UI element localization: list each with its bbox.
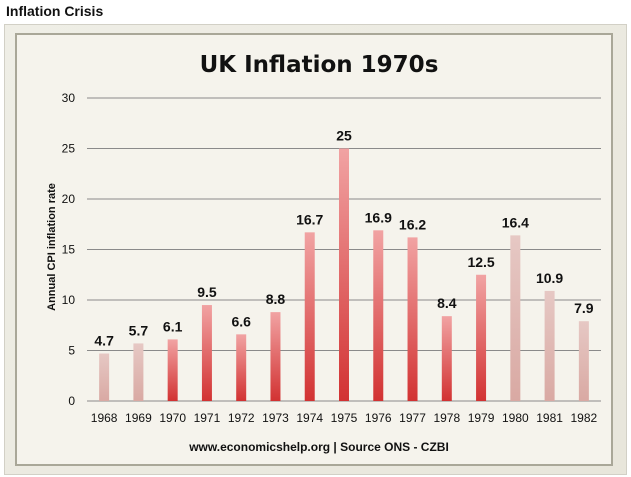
data-label-1982: 7.9 [574, 300, 594, 316]
y-axis-label: Annual CPI inflation rate [46, 183, 58, 311]
x-tick-label-1978: 1978 [433, 411, 460, 425]
y-tick-label: 25 [62, 142, 76, 156]
data-label-1975: 25 [336, 128, 352, 144]
bar-1968 [99, 353, 110, 401]
bar-1970 [167, 339, 178, 401]
x-tick-label-1981: 1981 [536, 411, 563, 425]
data-label-1981: 10.9 [536, 270, 563, 286]
x-tick-label-1973: 1973 [262, 411, 289, 425]
data-label-1972: 6.6 [231, 313, 251, 329]
bar-1972 [236, 334, 247, 401]
x-tick-label-1974: 1974 [296, 411, 323, 425]
data-label-1969: 5.7 [129, 322, 149, 338]
y-tick-label: 20 [62, 192, 76, 206]
x-tick-label-1971: 1971 [194, 411, 221, 425]
bar-1969 [133, 343, 144, 401]
y-tick-label: 0 [68, 394, 75, 408]
y-tick-label: 30 [62, 91, 76, 105]
x-tick-label-1968: 1968 [91, 411, 118, 425]
data-label-1979: 12.5 [467, 254, 494, 270]
x-tick-label-1980: 1980 [502, 411, 529, 425]
bar-1975 [339, 148, 349, 401]
bar-1979 [476, 274, 487, 401]
y-tick-label: 15 [62, 243, 76, 257]
data-label-1971: 9.5 [197, 284, 217, 300]
bar-1980 [510, 235, 521, 401]
bar-1977 [407, 237, 418, 401]
data-label-1980: 16.4 [502, 214, 529, 230]
data-label-1974: 16.7 [296, 211, 323, 227]
bar-1974 [304, 232, 315, 401]
x-tick-label-1976: 1976 [365, 411, 392, 425]
x-tick-label-1979: 1979 [468, 411, 495, 425]
data-label-1976: 16.9 [365, 209, 392, 225]
bar-chart: UK Inflation 1970s 0 5 10 15 20 25 30 4.7 5.7 6.… [46, 52, 601, 454]
x-axis-label: www.economicshelp.org | Source ONS - CZB… [188, 440, 449, 454]
y-tick-label: 10 [62, 293, 76, 307]
x-tick-label-1972: 1972 [228, 411, 255, 425]
bar-1971 [201, 305, 212, 401]
bar-1973 [270, 312, 281, 401]
x-tick-label-1982: 1982 [571, 411, 598, 425]
bar-1981 [544, 290, 555, 401]
data-label-1977: 16.2 [399, 216, 426, 232]
bar-1976 [373, 230, 384, 401]
x-tick-label-1975: 1975 [331, 411, 358, 425]
chart-frame: UK Inflation 1970s 0 5 10 15 20 25 30 4.7 5.7 6.… [4, 24, 627, 475]
chart-title: UK Inflation 1970s [200, 52, 439, 78]
data-label-1970: 6.1 [163, 318, 183, 334]
y-tick-label: 5 [68, 344, 75, 358]
chart-panel: UK Inflation 1970s 0 5 10 15 20 25 30 4.7 5.7 6.… [15, 33, 613, 466]
bar-1978 [441, 316, 452, 401]
data-label-1973: 8.8 [266, 291, 286, 307]
x-tick-label-1977: 1977 [399, 411, 426, 425]
data-label-1968: 4.7 [94, 333, 114, 349]
data-label-1978: 8.4 [437, 295, 457, 311]
x-tick-label-1969: 1969 [125, 411, 152, 425]
x-tick-label-1970: 1970 [159, 411, 186, 425]
page-header: Inflation Crisis [6, 3, 104, 19]
bar-1982 [578, 321, 589, 401]
